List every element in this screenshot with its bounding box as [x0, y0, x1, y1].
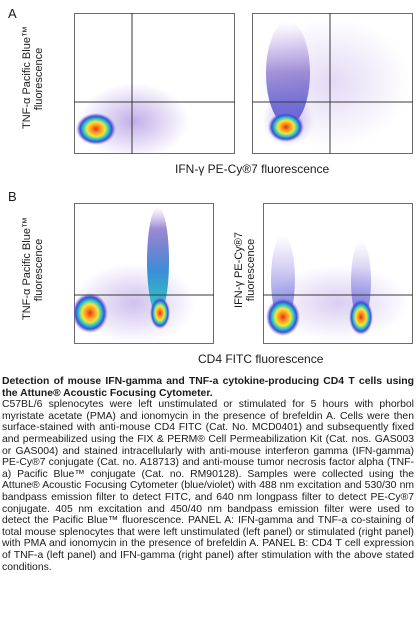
panel-a-letter: A — [8, 6, 17, 21]
panel-b-left-y-axis-label-line1: TNF-α Pacific Blue™ — [21, 217, 33, 320]
panel-a-left-dot-plot-svg — [74, 13, 235, 154]
panel-a-y-axis-label-line1: TNF-α Pacific Blue™ — [21, 26, 33, 129]
caption-body: C57BL/6 splenocytes were left unstimulat… — [2, 399, 414, 573]
panel-b-right-dot-plot — [263, 203, 413, 344]
figure-caption: Detection of mouse IFN-gamma and TNF-a c… — [2, 376, 414, 573]
panel-b-right-dot-plot-svg — [263, 203, 413, 344]
panel-a-y-axis-label-line2: fluorescence — [33, 47, 45, 111]
panel-a-x-axis-label: IFN-γ PE-Cy®7 fluorescence — [175, 162, 330, 176]
panel-b-right-y-axis-label: IFN-γ PE-Cy®7 fluorescence — [233, 220, 259, 320]
panel-b-left-dot-plot — [74, 203, 214, 344]
panel-b-left-y-axis-label-line2: fluorescence — [33, 238, 45, 302]
panel-a-y-axis-label: TNF-α Pacific Blue™ fluorescence — [21, 26, 47, 129]
caption-title: Detection of mouse IFN-gamma and TNF-a c… — [2, 376, 414, 399]
panel-a-right-dot-plot — [252, 13, 413, 154]
panel-b-right-y-axis-label-line1: IFN-γ PE-Cy®7 — [233, 232, 245, 308]
panel-a-left-dot-plot — [74, 13, 235, 154]
panel-b-left-dot-plot-svg — [74, 203, 214, 344]
panel-a-right-dot-plot-svg — [252, 13, 413, 154]
panel-b-right-y-axis-label-line2: fluorescence — [245, 238, 257, 302]
panel-b-left-y-axis-label: TNF-α Pacific Blue™ fluorescence — [21, 217, 47, 320]
panel-b-x-axis-label: CD4 FITC fluorescence — [198, 352, 324, 366]
panel-b-letter: B — [8, 189, 17, 204]
